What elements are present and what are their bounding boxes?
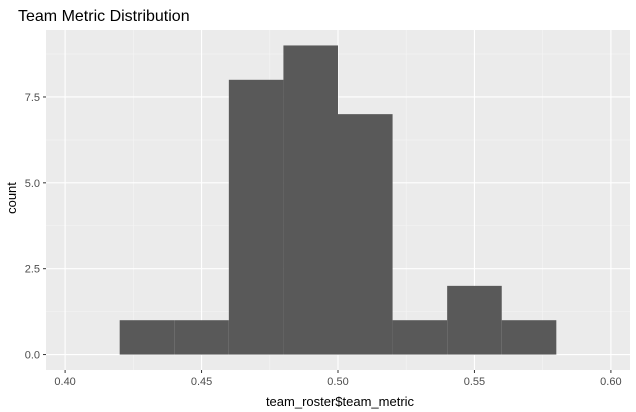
x-axis-ticks: 0.40 0.45 0.50 0.55 0.60 xyxy=(54,370,622,388)
x-tick-label: 0.50 xyxy=(327,376,348,388)
histogram-bar xyxy=(283,45,338,355)
chart-title: Team Metric Distribution xyxy=(18,8,190,25)
histogram-bar xyxy=(501,320,557,355)
x-axis-title: team_roster$team_metric xyxy=(266,394,415,409)
y-tick-label: 2.5 xyxy=(25,264,40,276)
histogram-bar xyxy=(228,79,284,355)
histogram-bar xyxy=(174,320,229,355)
x-tick-label: 0.60 xyxy=(600,376,621,388)
y-tick-label: 5.0 xyxy=(25,178,40,190)
histogram-bar xyxy=(338,114,393,355)
x-tick-label: 0.40 xyxy=(54,376,75,388)
x-tick-label: 0.55 xyxy=(464,376,485,388)
x-tick-label: 0.45 xyxy=(191,376,212,388)
histogram-bar xyxy=(392,320,448,355)
histogram-bar xyxy=(119,320,175,355)
histogram-bar xyxy=(447,285,502,355)
y-axis-ticks: 0.0 2.5 5.0 7.5 xyxy=(25,92,46,362)
y-tick-label: 7.5 xyxy=(25,92,40,104)
histogram-bars xyxy=(119,45,557,355)
y-tick-label: 0.0 xyxy=(25,350,40,362)
y-axis-title: count xyxy=(4,182,19,214)
